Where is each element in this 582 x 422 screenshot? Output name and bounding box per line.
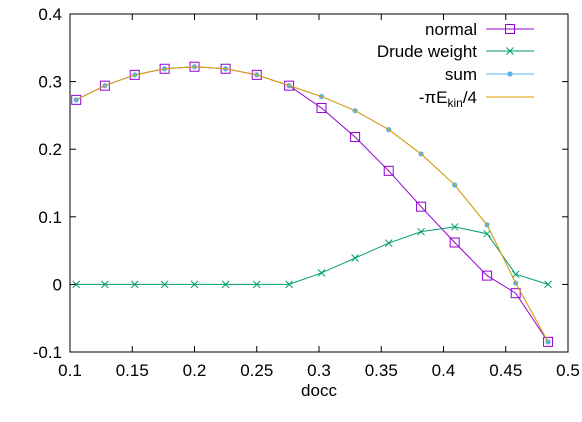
x-tick-label: 0.15 (116, 361, 149, 380)
data-point (544, 280, 552, 289)
data-point (285, 280, 293, 289)
data-point (160, 280, 169, 289)
data-point (511, 270, 520, 279)
x-axis-ticks: 0.1 0.15 0.2 0.25 0.3 0.35 0.4 0.45 0.5 (58, 14, 580, 380)
plot-content (71, 61, 554, 347)
data-point (71, 94, 82, 105)
data-point (449, 237, 460, 248)
x-axis-label: docc (301, 381, 337, 400)
data-point (384, 239, 393, 248)
x-tick-label: 0.3 (307, 361, 331, 380)
data-point (483, 229, 491, 238)
data-point (383, 165, 394, 176)
data-point (130, 280, 139, 289)
data-point (545, 339, 551, 345)
legend-marker (505, 24, 515, 34)
x-tick-label: 0.4 (432, 361, 456, 380)
y-tick-label: 0 (53, 275, 62, 294)
legend-label: Drude weight (377, 42, 477, 61)
data-point (482, 270, 493, 281)
series-line (75, 66, 549, 343)
x-tick-label: 0.2 (183, 361, 207, 380)
series-3 (75, 66, 549, 343)
data-point (251, 69, 262, 80)
data-point (129, 69, 140, 80)
data-point (416, 201, 427, 212)
x-tick-label: 0.35 (365, 361, 398, 380)
data-point (317, 269, 326, 277)
y-axis-ticks: -0.1 0 0.1 0.2 0.3 0.4 (33, 5, 568, 362)
data-point (99, 80, 110, 91)
x-tick-label: 0.25 (240, 361, 273, 380)
legend-marker (506, 47, 514, 55)
data-point (101, 280, 109, 289)
legend-label: sum (445, 65, 477, 84)
x-tick-label: 0.5 (556, 361, 580, 380)
series-1 (72, 223, 552, 289)
data-point (221, 280, 230, 289)
data-point (190, 280, 199, 289)
data-point (351, 254, 359, 262)
series-0 (71, 61, 554, 347)
data-point (417, 227, 425, 236)
y-tick-label: 0.4 (38, 5, 62, 24)
plot-frame (69, 13, 569, 353)
series-2 (73, 64, 551, 345)
data-point (510, 288, 521, 299)
data-point (252, 280, 261, 289)
data-point (72, 280, 81, 289)
series-line (75, 66, 549, 343)
y-tick-label: -0.1 (33, 343, 62, 362)
x-tick-label: 0.45 (489, 361, 522, 380)
data-point (350, 132, 361, 143)
data-point (316, 102, 327, 113)
legend: normal Drude weight sum -πEkin/4 (377, 20, 534, 110)
series-line (75, 66, 549, 343)
y-tick-label: 0.2 (38, 140, 62, 159)
legend-marker (507, 71, 513, 77)
y-tick-label: 0.1 (38, 208, 62, 227)
legend-label: -πEkin/4 (419, 88, 477, 110)
data-point (284, 80, 295, 91)
y-tick-label: 0.3 (38, 73, 62, 92)
x-tick-label: 0.1 (58, 361, 82, 380)
series-line (76, 226, 549, 285)
legend-label: normal (425, 20, 477, 39)
data-point (450, 223, 459, 231)
data-point (543, 336, 554, 347)
